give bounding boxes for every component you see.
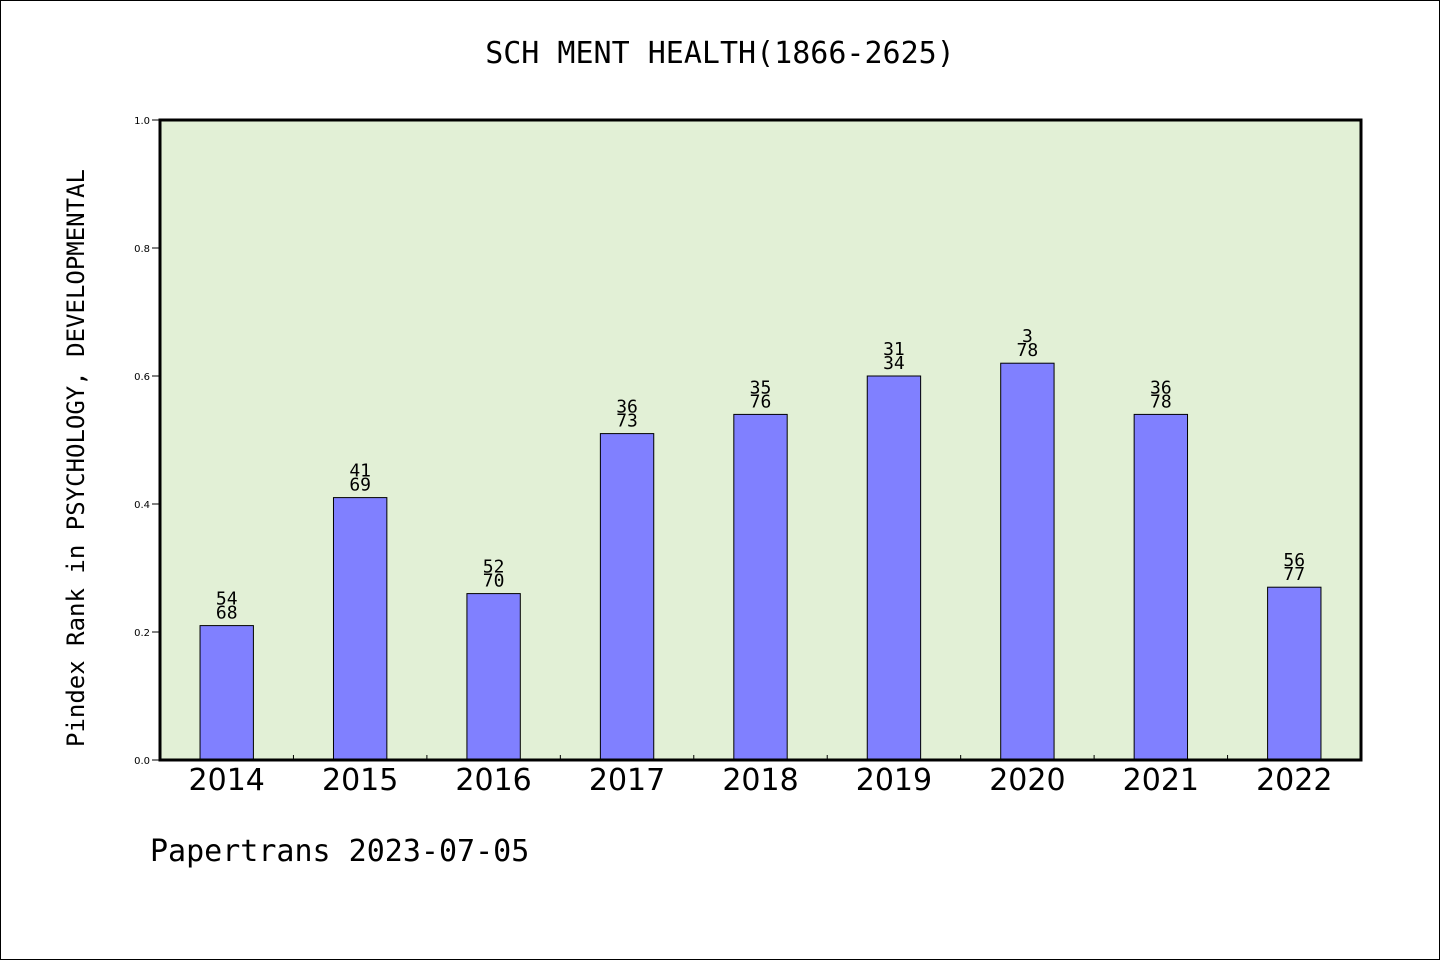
rank-label-2016: 52 — [483, 557, 505, 578]
total-label-2018: 76 — [750, 391, 772, 412]
rank-label-2021: 36 — [1150, 377, 1172, 398]
chart-title: SCH MENT HEALTH(1866-2625) — [485, 36, 955, 71]
x-tick-label-2014: 2014 — [189, 763, 265, 798]
bar-2017 — [599, 433, 655, 761]
x-axis: 2014 2015 2016 2017 2018 2019 2020 2021 2022 — [189, 755, 1332, 798]
x-tick-label-2019: 2019 — [856, 763, 932, 798]
x-tick-label-2018: 2018 — [722, 763, 798, 798]
total-label-2019: 34 — [883, 353, 905, 374]
rank-label-2014: 54 — [216, 589, 238, 610]
x-tick-label-2015: 2015 — [322, 763, 398, 798]
rank-label-2018: 35 — [750, 377, 772, 398]
bar-2014 — [199, 625, 254, 761]
y-tick-label: 0.0 — [134, 756, 150, 767]
bar-2018 — [733, 413, 788, 761]
x-tick-label-2016: 2016 — [455, 763, 531, 798]
rank-label-2017: 36 — [616, 397, 638, 418]
bar-2016 — [466, 593, 521, 761]
x-tick-label-2017: 2017 — [589, 763, 665, 798]
footer-credit: Papertrans 2023-07-05 — [150, 834, 530, 869]
y-axis: 0.0 0.2 0.4 0.6 0.8 1.0 — [134, 116, 160, 767]
total-label-2016: 70 — [483, 571, 505, 592]
total-label-2022: 77 — [1283, 564, 1305, 585]
rank-label-2020: 3 — [1022, 326, 1033, 347]
total-label-2015: 69 — [349, 475, 371, 496]
y-tick-label: 0.6 — [134, 372, 150, 383]
x-tick-label-2020: 2020 — [989, 763, 1065, 798]
bar-2019 — [866, 375, 922, 761]
bar-2021 — [1133, 413, 1189, 761]
y-tick-label: 0.8 — [134, 244, 150, 255]
bar-2015 — [332, 497, 388, 761]
total-label-2021: 78 — [1150, 391, 1172, 412]
bar-2022 — [1267, 586, 1322, 761]
total-label-2020: 78 — [1017, 340, 1039, 361]
total-label-2014: 68 — [216, 603, 238, 624]
rank-label-2015: 41 — [349, 461, 371, 482]
rank-label-2019: 31 — [883, 339, 905, 360]
x-tick-label-2022: 2022 — [1256, 763, 1332, 798]
x-tick-label-2021: 2021 — [1123, 763, 1199, 798]
plot-border — [158, 118, 1363, 762]
bars-group — [199, 362, 1322, 761]
y-tick-label: 1.0 — [134, 116, 150, 127]
y-tick-label: 0.2 — [134, 628, 150, 639]
total-label-2017: 73 — [616, 411, 638, 432]
bar-2020 — [1000, 362, 1055, 761]
rank-label-2022: 56 — [1283, 550, 1305, 571]
y-tick-label: 0.4 — [134, 500, 150, 511]
